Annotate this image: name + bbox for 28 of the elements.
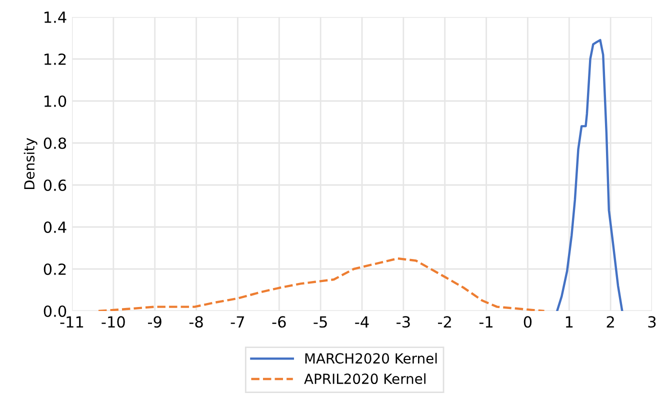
x-tick-label: -9	[148, 316, 162, 328]
x-tick-label: 3	[648, 316, 656, 328]
legend-label: MARCH2020 Kernel	[305, 352, 437, 364]
y-tick-label: 1.2	[44, 53, 66, 65]
x-tick-label: -2	[438, 316, 451, 328]
y-tick-label: 0.6	[44, 179, 66, 192]
x-tick-label: -11	[60, 316, 84, 328]
y-tick-label: 1.0	[44, 95, 66, 108]
y-tick-label: 0.2	[44, 263, 66, 276]
y-axis-title: Density	[24, 138, 38, 190]
x-tick-label: 0	[524, 316, 532, 328]
line-series	[556, 38, 624, 311]
line-series	[97, 257, 546, 311]
x-tick-label: -7	[230, 316, 244, 328]
x-tick-label: -6	[272, 316, 286, 328]
x-tick-label: -3	[396, 316, 410, 328]
x-tick-label: -8	[189, 316, 203, 328]
x-tick-label: -1	[479, 316, 492, 328]
x-tick-label: -5	[314, 316, 327, 328]
y-tick-label: 1.4	[44, 12, 66, 23]
x-tick-label: 2	[606, 316, 614, 328]
legend-label: APRIL2020 Kernel	[304, 373, 426, 384]
x-tick-label: -10	[102, 316, 125, 328]
y-tick-label: 0.0	[44, 305, 66, 318]
y-tick-label: 0.4	[44, 221, 66, 234]
x-tick-label: 1	[566, 316, 573, 328]
y-tick-label: 0.8	[44, 137, 66, 150]
x-tick-label: -4	[355, 316, 369, 328]
